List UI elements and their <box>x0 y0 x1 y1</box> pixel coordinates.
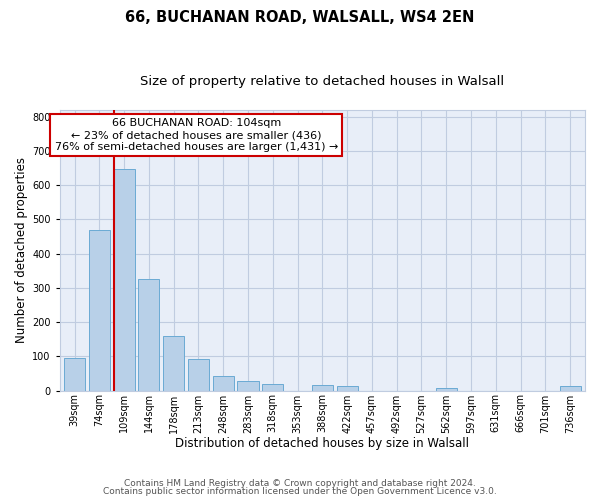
Bar <box>560 386 581 390</box>
Bar <box>89 230 110 390</box>
Bar <box>337 386 358 390</box>
Bar <box>213 376 234 390</box>
Bar <box>312 385 333 390</box>
Bar <box>163 336 184 390</box>
Bar <box>139 280 160 390</box>
Text: 66, BUCHANAN ROAD, WALSALL, WS4 2EN: 66, BUCHANAN ROAD, WALSALL, WS4 2EN <box>125 10 475 25</box>
Bar <box>64 358 85 390</box>
Y-axis label: Number of detached properties: Number of detached properties <box>15 158 28 344</box>
X-axis label: Distribution of detached houses by size in Walsall: Distribution of detached houses by size … <box>175 437 469 450</box>
Bar <box>436 388 457 390</box>
Text: 66 BUCHANAN ROAD: 104sqm
← 23% of detached houses are smaller (436)
76% of semi-: 66 BUCHANAN ROAD: 104sqm ← 23% of detach… <box>55 118 338 152</box>
Text: Contains HM Land Registry data © Crown copyright and database right 2024.: Contains HM Land Registry data © Crown c… <box>124 478 476 488</box>
Bar <box>188 359 209 390</box>
Bar <box>113 169 134 390</box>
Title: Size of property relative to detached houses in Walsall: Size of property relative to detached ho… <box>140 75 505 88</box>
Bar <box>238 380 259 390</box>
Bar <box>262 384 283 390</box>
Text: Contains public sector information licensed under the Open Government Licence v3: Contains public sector information licen… <box>103 487 497 496</box>
